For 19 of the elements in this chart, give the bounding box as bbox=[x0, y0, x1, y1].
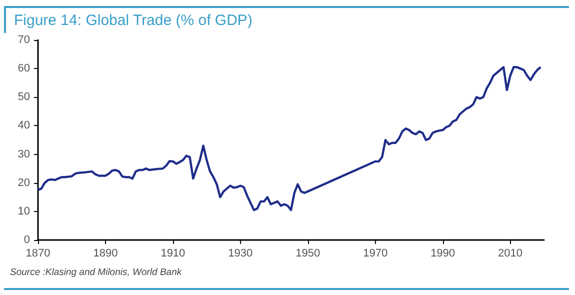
x-tick-label: 1890 bbox=[93, 248, 118, 260]
x-tick-label: 1990 bbox=[430, 248, 456, 260]
x-tick-label: 1970 bbox=[363, 248, 388, 260]
line-series bbox=[36, 66, 542, 212]
y-tick-label: 30 bbox=[18, 148, 30, 160]
x-tick-label: 1950 bbox=[296, 248, 320, 260]
x-tick-label: 1930 bbox=[228, 248, 253, 260]
y-tick-label: 20 bbox=[18, 176, 30, 189]
x-tick-label: 2010 bbox=[498, 248, 523, 260]
y-tick-label: 70 bbox=[18, 34, 30, 46]
source-note: Source :Klasing and Milonis, World Bank bbox=[10, 267, 183, 278]
y-tick-label: 40 bbox=[18, 120, 30, 132]
y-tick-label: 50 bbox=[18, 91, 30, 104]
y-tick-label: 60 bbox=[18, 62, 30, 75]
x-tick-label: 1870 bbox=[26, 248, 50, 260]
x-tick-label: 1910 bbox=[160, 248, 186, 260]
chart-title: Figure 14: Global Trade (% of GDP) bbox=[4, 8, 260, 33]
y-tick-label: 10 bbox=[18, 205, 30, 218]
y-tick-label: 0 bbox=[24, 234, 30, 246]
